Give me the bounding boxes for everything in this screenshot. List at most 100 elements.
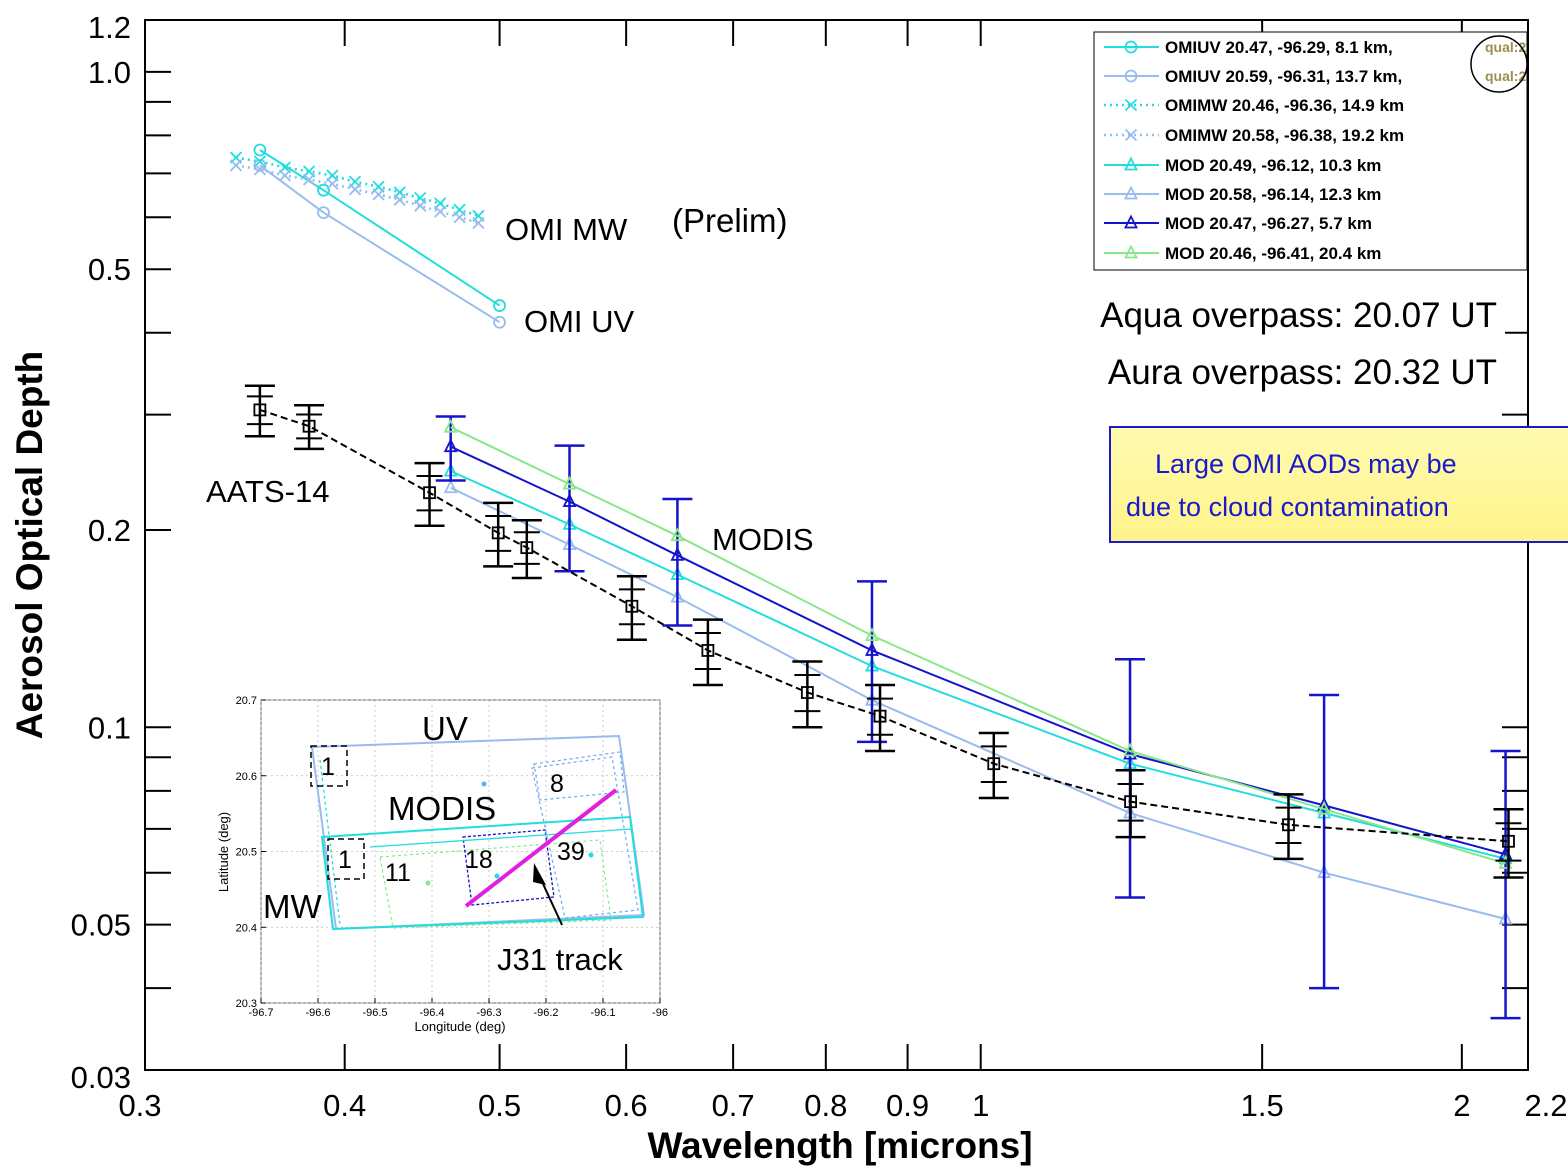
data-point-stroke	[372, 188, 385, 201]
data-point	[229, 159, 243, 172]
annotation-omi-uv: OMI UV	[524, 304, 635, 339]
x-tick-label: 2	[1453, 1088, 1470, 1123]
x-tick-label: 0.7	[712, 1088, 755, 1123]
y-tick-label: 1.0	[88, 55, 131, 90]
inset-track-arrowhead	[533, 863, 546, 885]
data-point	[1123, 742, 1137, 757]
data-point	[302, 419, 316, 433]
inset-number-39: 39	[557, 838, 585, 866]
data-point	[443, 418, 458, 433]
y-tick-label: 0.03	[71, 1060, 131, 1095]
data-point	[987, 757, 1001, 771]
inset-box-1-top	[310, 745, 348, 787]
note-line-2: due to cloud contamination	[1126, 492, 1449, 522]
data-point	[873, 709, 887, 723]
inset-x-tick-label: -96	[652, 1007, 668, 1019]
data-point-stroke	[414, 199, 427, 212]
legend-swatch-marker-stroke	[1124, 98, 1138, 112]
data-point	[278, 169, 292, 182]
data-point-stroke	[393, 193, 406, 206]
inset-dot	[425, 880, 431, 886]
legend-entry: MOD 20.49, -96.12, 10.3 km	[1165, 156, 1381, 175]
data-point	[670, 546, 685, 561]
data-point	[414, 199, 427, 212]
legend-swatch-marker	[1124, 156, 1138, 171]
series-8	[244, 384, 1524, 879]
inset-x-tick-label: -96.7	[248, 1007, 273, 1019]
data-point	[1317, 800, 1332, 815]
y-tick-label: 0.1	[88, 710, 131, 745]
series-7	[443, 418, 1513, 869]
legend-entry: OMIUV 20.59, -96.31, 13.7 km,	[1165, 67, 1402, 86]
x-tick-label: 0.4	[323, 1088, 366, 1123]
inset-number-11: 11	[385, 859, 411, 887]
qual-highlight-circle	[1470, 35, 1528, 93]
data-point	[253, 403, 267, 417]
data-point	[434, 205, 447, 218]
inset-dot	[481, 781, 487, 787]
note-box	[1109, 426, 1568, 543]
data-point-stroke	[348, 183, 362, 196]
legend-entry: MOD 20.47, -96.27, 5.7 km	[1165, 214, 1372, 233]
inset-ticks: -96.7 -96.6 -96.5 -96.4 -96.3 -96.2 -96.1 -96 20…	[236, 695, 668, 1019]
aura-overpass: Aura overpass: 20.32 UT	[1108, 353, 1497, 392]
data-point-stroke	[326, 177, 339, 190]
legend-qual: qual:2	[1485, 68, 1526, 84]
inset-y-tick-label: 20.5	[236, 847, 257, 859]
data-point	[317, 206, 330, 219]
note-line-1: Large OMI AODs may be	[1155, 449, 1457, 479]
data-point	[393, 193, 406, 206]
data-point	[348, 183, 362, 196]
y-tick-label: 0.2	[88, 513, 131, 548]
y-tick-labels: 0.03 0.05 0.1 0.2 0.5 1.0 1.2	[71, 10, 131, 1095]
data-point	[670, 527, 685, 542]
data-point-stroke	[472, 216, 485, 230]
series-1	[253, 159, 506, 329]
legend-swatch-marker	[1124, 185, 1138, 200]
data-point	[253, 143, 267, 157]
data-point-stroke	[253, 163, 267, 176]
legend-swatch-marker	[1124, 40, 1138, 54]
inset-number-8: 8	[550, 770, 564, 798]
data-point	[493, 315, 506, 329]
annotation-omi-mw: OMI MW	[505, 212, 628, 247]
inset-y-tick-label: 20.3	[236, 998, 257, 1010]
data-point-stroke	[434, 205, 447, 218]
legend-entry: OMIMW 20.46, -96.36, 14.9 km	[1165, 96, 1404, 115]
data-point	[372, 188, 385, 201]
data-point	[326, 177, 339, 190]
data-point	[562, 493, 577, 507]
inset-label-track: J31 track	[497, 942, 623, 977]
inset-omi-dotted-line	[319, 759, 341, 926]
data-point-stroke	[278, 169, 292, 182]
data-point	[1282, 818, 1295, 832]
inset-modis-footprint-18	[462, 829, 555, 906]
inset-x-tick-label: -96.1	[590, 1007, 615, 1019]
data-point	[1123, 745, 1137, 760]
data-point	[520, 541, 534, 555]
inset-y-tick-label: 20.4	[236, 922, 257, 934]
data-point	[443, 438, 458, 453]
legend-box	[1093, 31, 1528, 271]
inset-j31-track	[464, 788, 618, 908]
y-axis-label: Aerosol Optical Depth	[9, 351, 50, 740]
annotation-prelim: (Prelim)	[672, 202, 787, 239]
data-point	[701, 644, 715, 657]
inset-number-1-bottom: 1	[338, 846, 352, 874]
data-point-stroke	[229, 159, 243, 172]
inset-x-tick-label: -96.5	[362, 1007, 387, 1019]
inset-x-tick-label: -96.2	[533, 1007, 558, 1019]
series-line	[450, 426, 1506, 865]
inset-number-18: 18	[465, 846, 493, 874]
inset-modis-footprint	[320, 815, 645, 931]
y-tick-label: 1.2	[88, 10, 131, 45]
inset-label-uv: UV	[422, 710, 468, 747]
data-point	[562, 475, 577, 490]
inset-x-axis-label: Longitude (deg)	[414, 1019, 505, 1034]
legend-qual: qual:2	[1485, 39, 1526, 55]
x-tick-label: 0.5	[478, 1088, 521, 1123]
data-point	[1124, 795, 1137, 809]
annotation-aats: AATS-14	[206, 474, 329, 509]
data-point	[493, 299, 506, 312]
